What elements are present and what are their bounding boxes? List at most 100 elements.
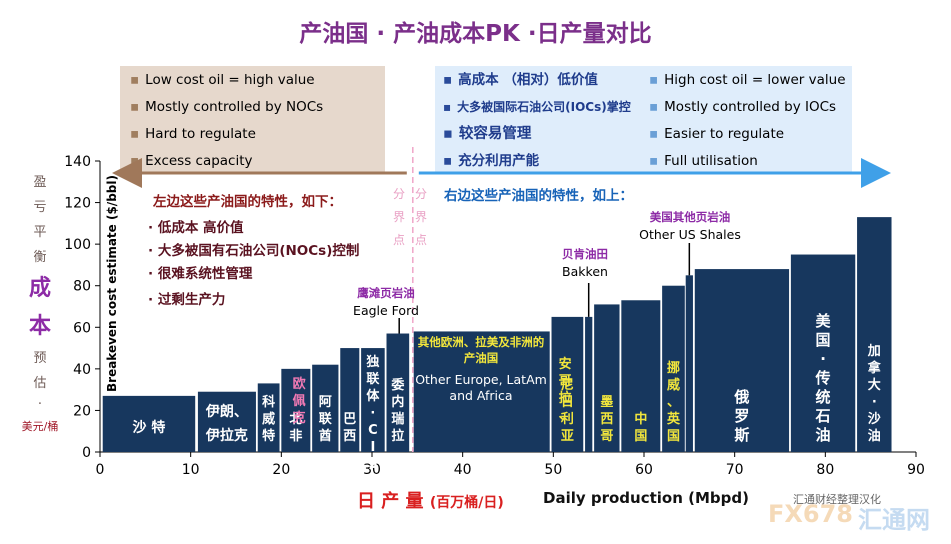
bar-label: 内 bbox=[391, 394, 404, 410]
bakken-cn: 贝肯油田 bbox=[562, 247, 608, 261]
right-trait-cn-item: 大多被国际石油公司(IOCs)掌控 bbox=[443, 94, 631, 121]
bar-label: 联 bbox=[366, 372, 379, 387]
bar-label: 阿 bbox=[319, 395, 332, 410]
cost-bar bbox=[594, 304, 620, 452]
extra-label: 、 bbox=[559, 408, 572, 423]
x-axis-title-en: Daily production (Mbpd) bbox=[543, 489, 749, 507]
bar-label: 统 bbox=[816, 388, 831, 406]
side-label-char: 盈 bbox=[33, 175, 47, 190]
cost-bar bbox=[386, 333, 410, 452]
y-tick-label: 80 bbox=[73, 279, 91, 295]
extra-label: 哥 bbox=[559, 373, 572, 389]
bar-label: 体 bbox=[366, 388, 380, 404]
bar-label: 威 bbox=[262, 411, 275, 427]
cost-bar bbox=[413, 331, 550, 452]
bar-label: 国 bbox=[816, 331, 831, 349]
side-label-char: 估 bbox=[33, 376, 47, 391]
bar-label: 中 bbox=[634, 411, 647, 427]
eagle-ford-cn: 鹰滩页岩油 bbox=[357, 286, 415, 300]
y-tick-label: 60 bbox=[73, 320, 91, 336]
left-note-item: · 大多被国有石油公司(NOCs)控制 bbox=[148, 243, 360, 259]
bar-label: 沙 bbox=[868, 412, 881, 427]
side-label-unit: 美元/桶 bbox=[21, 420, 59, 433]
x-tick-label: 60 bbox=[635, 462, 653, 478]
left-notes-heading: 左边这些产油国的特性，如下： bbox=[153, 194, 342, 210]
left-note-item: · 很难系统性管理 bbox=[148, 266, 253, 282]
cost-bar bbox=[312, 364, 339, 452]
cost-bar bbox=[361, 348, 385, 452]
extra-label: 欧 bbox=[293, 376, 306, 392]
y-tick-label: 100 bbox=[64, 237, 91, 253]
eagle-ford-annotation: 鹰滩页岩油 Eagle Ford bbox=[338, 285, 434, 319]
y-tick-label: 40 bbox=[73, 362, 91, 378]
y-axis-title: Breakeven cost estimate ($/bbl) bbox=[105, 175, 119, 392]
bar-label: 国 bbox=[634, 429, 647, 444]
x-tick-label: 10 bbox=[182, 462, 200, 478]
extra-label: 安 bbox=[559, 356, 572, 372]
cost-bar bbox=[662, 285, 685, 452]
bar-label: 石 bbox=[815, 407, 831, 425]
bakken-annotation: 贝肯油田 Bakken bbox=[540, 246, 630, 280]
x-axis-title-cn-main: 日 产 量 bbox=[357, 491, 424, 512]
right-trait-cn-item: 较容易管理 bbox=[443, 121, 631, 148]
right-trait-cn-item: 充分利用产能 bbox=[443, 148, 631, 175]
divider-label-right: 分 界 点 bbox=[413, 183, 429, 252]
divider-char: 界 bbox=[392, 210, 405, 224]
eagle-ford-en: Eagle Ford bbox=[353, 303, 419, 318]
cost-bar bbox=[694, 269, 790, 452]
watermark-logo-cn: 汇通网 bbox=[858, 506, 930, 534]
other-europe-annotation: 其他欧洲、拉美及非洲的产油国 Other Europe, LatAm and A… bbox=[413, 334, 549, 404]
bar-label: 俄 bbox=[733, 388, 749, 406]
side-label-char: 亏 bbox=[33, 200, 47, 215]
left-trait-item: Low cost oil = high value bbox=[130, 67, 323, 94]
y-tick-label: 20 bbox=[73, 403, 91, 419]
bar-label: 斯 bbox=[734, 426, 749, 444]
bar-label: 油 bbox=[816, 426, 831, 444]
cost-bar bbox=[685, 275, 693, 452]
bar-label: 利 bbox=[561, 411, 574, 427]
cost-bar bbox=[197, 391, 256, 452]
right-notes-heading: 右边这些产油国的特性，如上： bbox=[444, 188, 633, 204]
y-tick-label: 140 bbox=[64, 154, 91, 170]
bar-label: 联 bbox=[319, 412, 332, 427]
bar-label: 巴 bbox=[343, 412, 356, 427]
cost-bar bbox=[102, 395, 196, 452]
cost-bar bbox=[281, 368, 311, 452]
cost-bar bbox=[340, 348, 360, 452]
bar-label: 哥 bbox=[600, 428, 613, 444]
bar-label: 拉 bbox=[391, 428, 404, 444]
other-europe-cn: 其他欧洲、拉美及非洲的产油国 bbox=[417, 335, 545, 365]
bar-label: 独 bbox=[366, 354, 379, 370]
right-trait-en-item: Full utilisation bbox=[649, 148, 846, 175]
bar-label: 西 bbox=[343, 429, 356, 444]
bar-label: 油 bbox=[868, 428, 881, 444]
bar-label: 尼 bbox=[561, 378, 574, 393]
side-label-char: 预 bbox=[33, 351, 47, 366]
side-label-big: 成 bbox=[28, 276, 51, 301]
bar-label: 北 bbox=[289, 412, 302, 427]
bar-label: 挪 bbox=[667, 360, 680, 376]
cost-bar bbox=[857, 217, 892, 452]
us-shales-cn: 美国其他页岩油 bbox=[649, 210, 731, 224]
divider-label-left: 分 界 点 bbox=[391, 183, 407, 252]
bar-label: 日 bbox=[561, 395, 574, 410]
side-label-char: · bbox=[37, 397, 43, 412]
extra-label: 佩 bbox=[293, 393, 306, 409]
cost-bar bbox=[585, 316, 593, 452]
x-tick-label: 40 bbox=[454, 462, 472, 478]
bar-label: 拿 bbox=[867, 360, 882, 376]
divider-char: 点 bbox=[414, 233, 427, 247]
right-traits-cn-list: 高成本 （相对）低价值 大多被国际石油公司(IOCs)掌控 较容易管理 充分利用… bbox=[443, 67, 631, 175]
page-title: 产油国 · 产油成本PK ·日产量对比 bbox=[299, 21, 652, 47]
bar-label: 国 bbox=[667, 429, 680, 444]
bar-label: 美 bbox=[816, 312, 832, 330]
bar-label: 瑞 bbox=[391, 411, 404, 427]
bar-label: C bbox=[368, 423, 378, 438]
right-trait-en-item: Mostly controlled by IOCs bbox=[649, 94, 846, 121]
divider-char: 分 bbox=[414, 187, 427, 201]
side-label-char: 衡 bbox=[33, 250, 47, 265]
x-tick-label: 80 bbox=[816, 462, 834, 478]
bar-label: 酋 bbox=[319, 428, 332, 444]
